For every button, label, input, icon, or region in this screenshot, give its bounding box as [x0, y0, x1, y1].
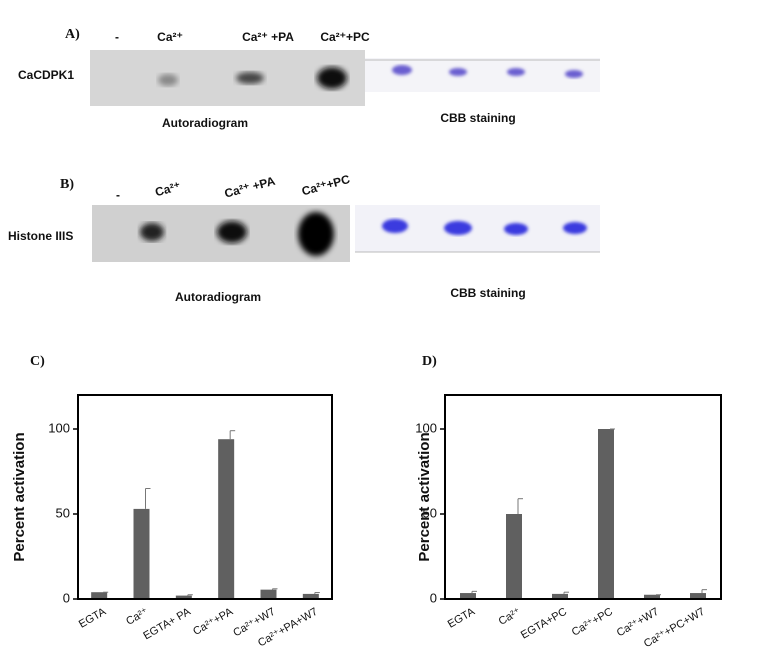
bar [302, 593, 319, 599]
caption: Autoradiogram [175, 290, 261, 304]
bar [598, 429, 614, 599]
y-tick-label: 50 [56, 505, 70, 520]
bar [133, 508, 150, 599]
cbb-bands [392, 65, 583, 78]
lane-label: Ca²⁺ +PA [223, 174, 277, 201]
band [217, 221, 247, 243]
bar [644, 594, 660, 599]
plot-frame [444, 394, 722, 600]
y-tick-label: 0 [63, 590, 70, 605]
lane-label: Ca²⁺ +PA [242, 30, 294, 44]
panel-label: A) [65, 27, 80, 42]
x-tick-label: Ca²⁺+PC [570, 606, 615, 639]
y-tick-label: 50 [423, 505, 437, 520]
gel-cbb [365, 58, 600, 92]
x-tick-label: EGTA+PC [519, 606, 569, 642]
band [158, 74, 178, 86]
x-tick-label: Ca²⁺ [497, 606, 524, 628]
bar [91, 592, 108, 599]
band [140, 223, 164, 241]
x-tick-label: EGTA [77, 605, 109, 630]
bar [175, 595, 192, 599]
x-tick-label: EGTA+ PA [141, 605, 193, 642]
lane-label: - [116, 188, 120, 202]
plot-frame [77, 394, 333, 600]
panel-label: B) [60, 177, 74, 192]
panel-label: C) [30, 354, 45, 369]
lane-label: Ca²⁺+PC [320, 30, 370, 44]
y-tick-label: 0 [430, 590, 437, 605]
bar [552, 593, 568, 599]
x-tick-label: Ca²⁺+PA [191, 605, 236, 638]
lane-label: Ca²⁺ [157, 30, 183, 44]
y-axis-label: Percent activation [11, 432, 28, 561]
band [317, 67, 347, 89]
cbb-bands [382, 219, 587, 235]
y-tick-label: 100 [415, 420, 437, 435]
bar [460, 593, 476, 599]
caption: Autoradiogram [162, 116, 248, 130]
band [236, 72, 264, 84]
lane-label: - [115, 30, 119, 44]
caption: CBB staining [450, 286, 525, 300]
bar [260, 589, 277, 599]
y-tick-label: 100 [48, 420, 70, 435]
row-label: CaCDPK1 [18, 68, 74, 82]
caption: CBB staining [440, 111, 515, 125]
bar [690, 593, 706, 599]
x-tick-label: EGTA [446, 605, 478, 630]
band [298, 212, 334, 256]
panel-label: D) [422, 354, 437, 369]
bar [506, 514, 522, 599]
lane-label: Ca²⁺+PC [300, 172, 352, 198]
x-tick-label: Ca²⁺ [124, 606, 151, 628]
lane-label: Ca²⁺ [154, 179, 182, 199]
row-label: Histone IIIS [8, 229, 73, 243]
bar [218, 439, 235, 599]
y-axis-label: Percent activation [416, 432, 433, 561]
